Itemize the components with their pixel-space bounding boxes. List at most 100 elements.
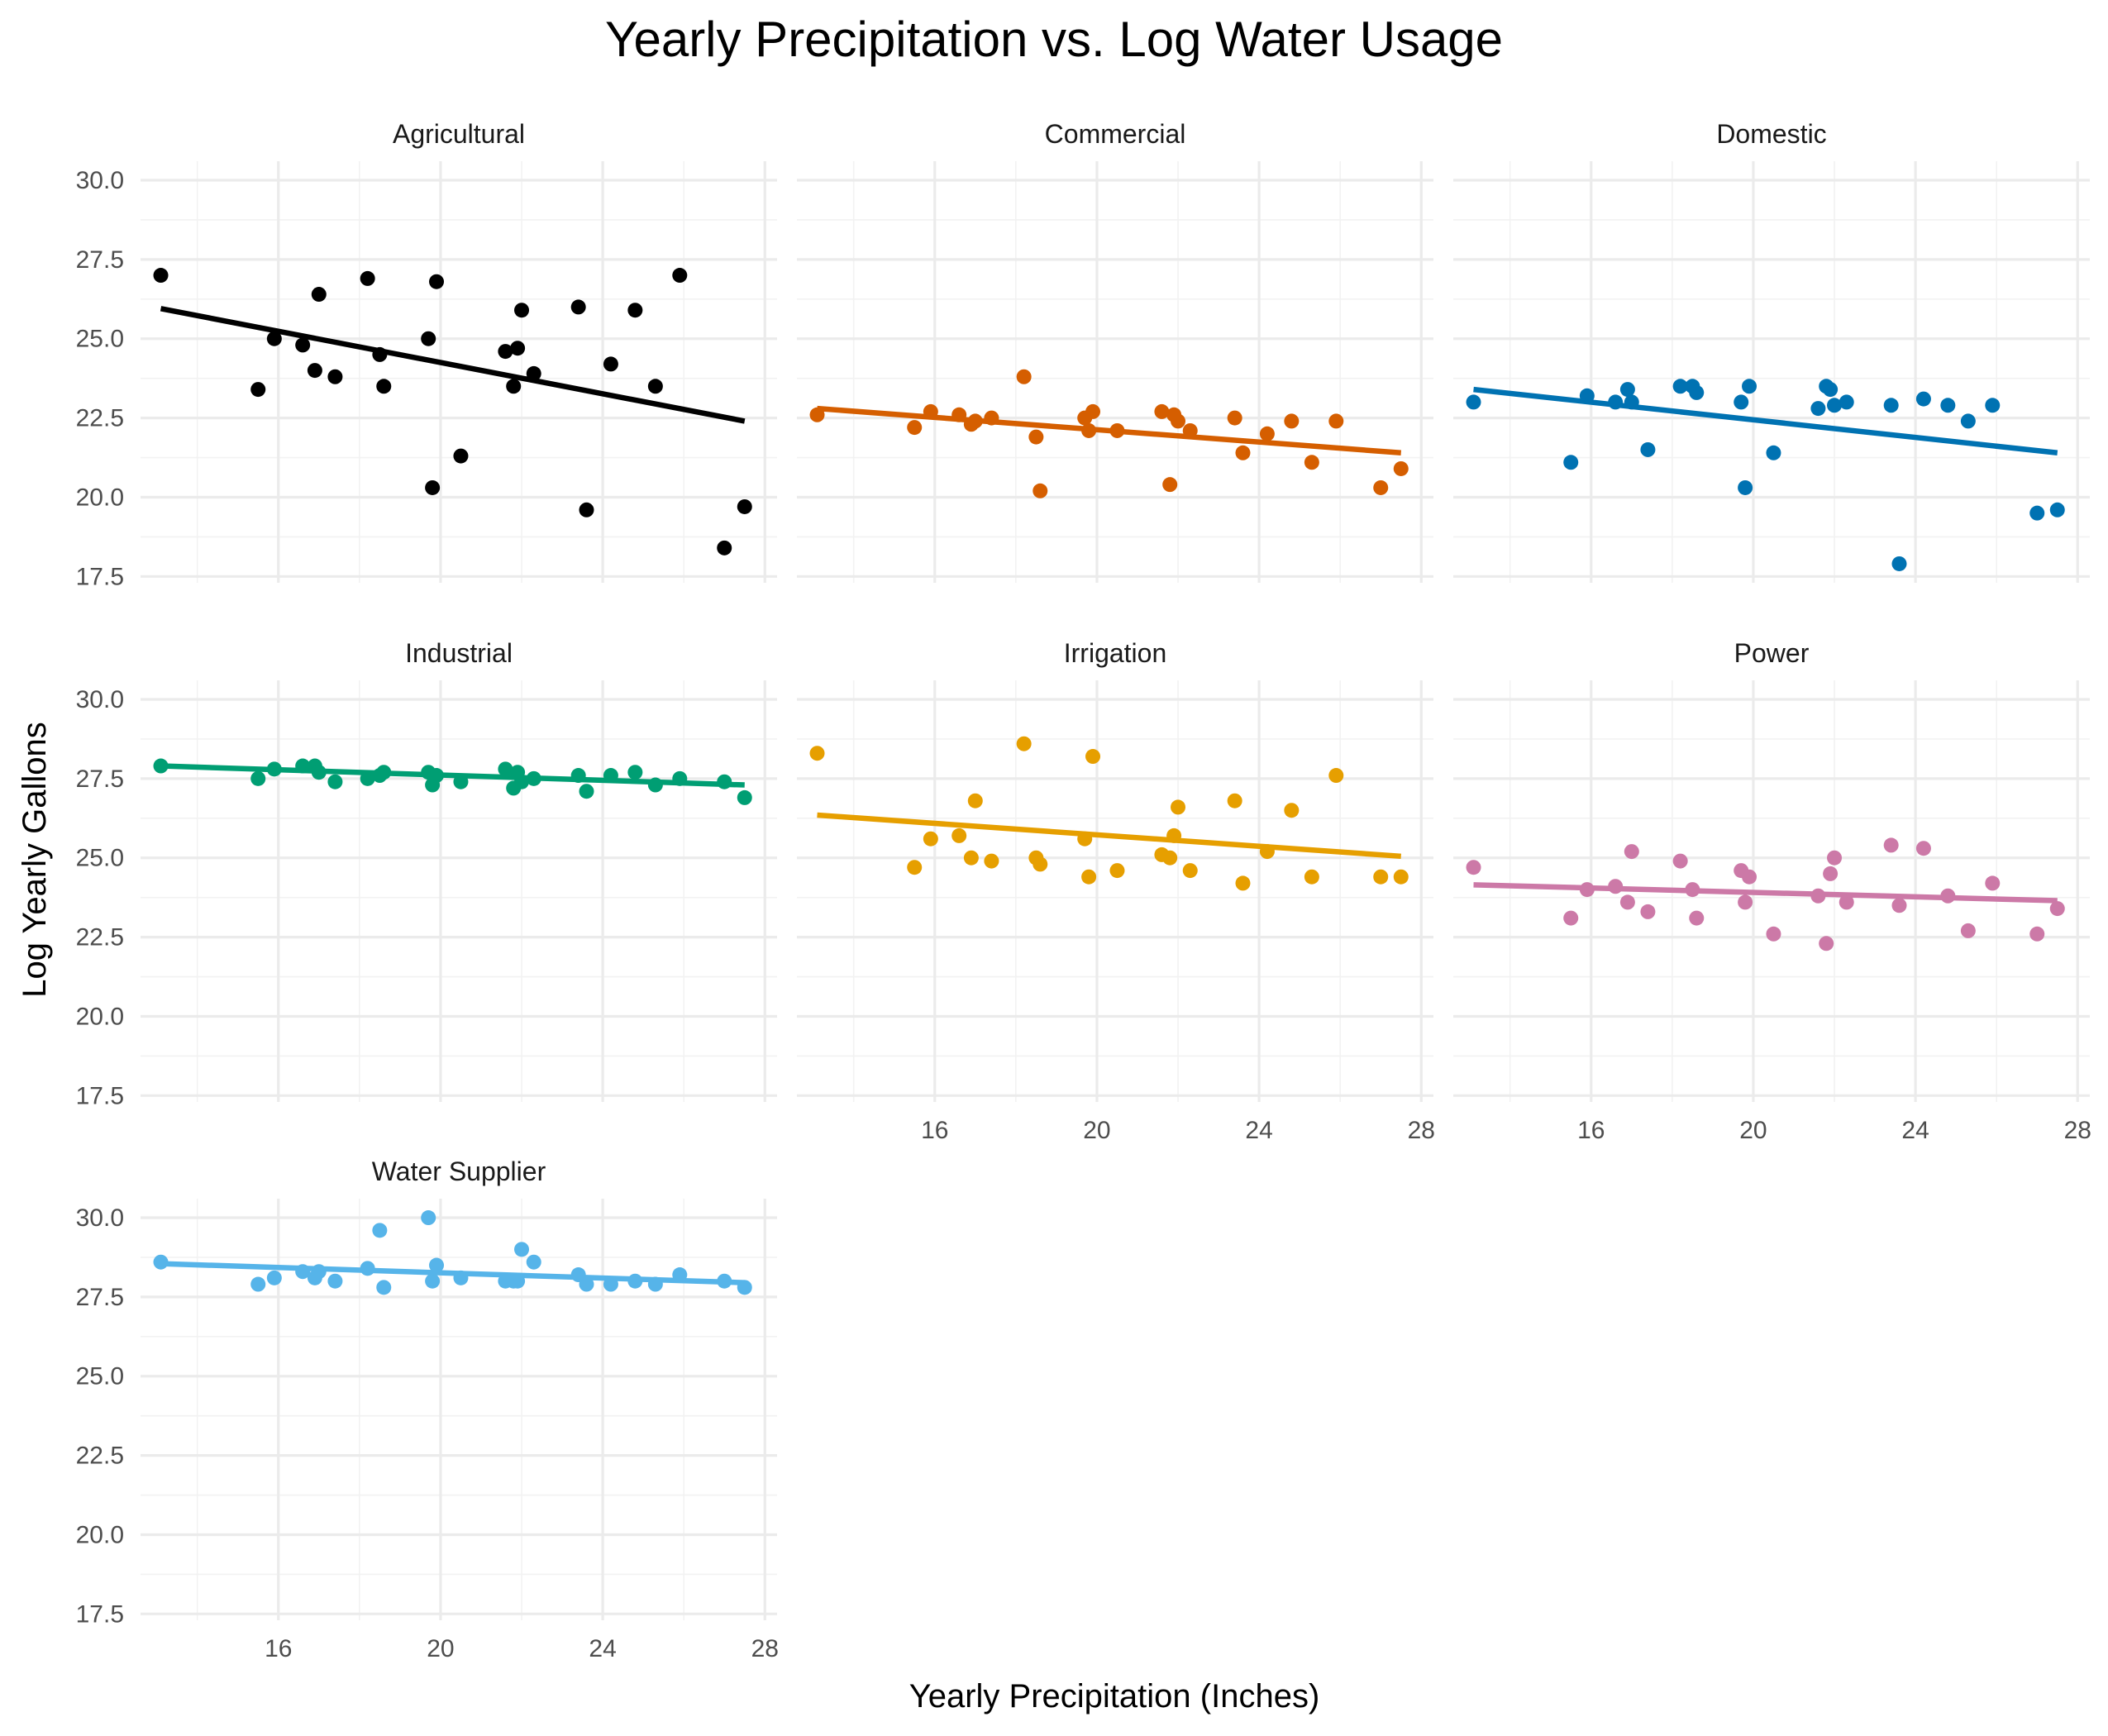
data-point (579, 784, 594, 799)
data-point (1466, 394, 1481, 410)
data-point (1373, 869, 1389, 885)
data-point (1563, 455, 1579, 470)
panel-commercial: Commercial (797, 119, 1433, 583)
data-point (425, 1273, 441, 1289)
x-tick-label: 16 (265, 1635, 292, 1662)
data-point (498, 761, 513, 777)
data-point (1689, 384, 1705, 400)
data-point (1689, 910, 1705, 926)
data-point (672, 268, 688, 284)
x-tick-label: 28 (2064, 1117, 2091, 1144)
data-point (1081, 869, 1097, 885)
facet-label: Power (1734, 638, 1810, 668)
data-point (250, 382, 266, 398)
data-point (1766, 445, 1781, 460)
data-point (250, 1276, 266, 1292)
data-point (1284, 803, 1300, 818)
data-point (307, 363, 322, 379)
data-point (1839, 394, 1854, 410)
y-tick-label: 22.5 (76, 405, 124, 432)
x-tick-label: 20 (1739, 1117, 1767, 1144)
data-point (1393, 869, 1409, 885)
data-point (1883, 398, 1899, 413)
y-tick-label: 20.0 (76, 484, 124, 511)
data-point (1810, 401, 1826, 417)
data-point (627, 303, 643, 318)
data-point (1235, 875, 1251, 891)
chart-title: Yearly Precipitation vs. Log Water Usage (605, 12, 1503, 67)
data-point (453, 448, 469, 464)
data-point (1738, 479, 1753, 495)
y-tick-label: 25.0 (76, 326, 124, 353)
data-point (1393, 460, 1409, 476)
data-point (1672, 379, 1688, 394)
data-point (923, 831, 938, 847)
x-tick-label: 24 (589, 1635, 616, 1662)
data-point (1016, 736, 1032, 751)
data-point (1672, 853, 1688, 869)
data-point (266, 331, 282, 346)
data-point (2049, 502, 2065, 517)
panel-agricultural: Agricultural 17.5 20.0 22.5 25.0 27.5 30.0 (76, 119, 777, 590)
data-point (327, 1273, 343, 1289)
data-point (907, 420, 923, 436)
data-point (1162, 477, 1178, 493)
data-point (1328, 413, 1344, 429)
panel-power: Power 16 20 24 28 (1453, 638, 2091, 1144)
data-point (1985, 875, 2001, 891)
data-point (1328, 768, 1344, 784)
y-tick-label: 25.0 (76, 1363, 124, 1390)
data-point (327, 369, 343, 384)
data-point (1162, 850, 1178, 866)
facet-label: Agricultural (393, 119, 525, 149)
panel-water-supplier: Water Supplier 17.5 20.0 22.5 25.0 27.5 30.0 16… (76, 1157, 779, 1662)
data-point (1109, 863, 1125, 879)
trend-line (160, 763, 745, 788)
data-point (376, 1280, 392, 1295)
data-point (1227, 793, 1242, 808)
data-point (1466, 860, 1481, 875)
data-point (1182, 863, 1198, 879)
data-point (1823, 866, 1839, 881)
y-tick-label: 27.5 (76, 1284, 124, 1311)
data-point (429, 1257, 445, 1273)
y-tick-label: 17.5 (76, 1082, 124, 1109)
x-tick-label: 24 (1245, 1117, 1272, 1144)
data-point (514, 303, 530, 318)
data-point (1883, 837, 1899, 853)
data-point (1033, 856, 1048, 872)
data-point (647, 379, 663, 394)
data-point (1640, 441, 1656, 457)
data-point (1960, 413, 1976, 429)
trend-line (160, 306, 746, 424)
data-point (1619, 894, 1635, 910)
x-tick-label: 16 (921, 1117, 948, 1144)
data-point (372, 1223, 388, 1238)
data-point (1373, 479, 1389, 495)
data-point (1085, 749, 1101, 765)
facet-label: Irrigation (1064, 638, 1167, 668)
facet-label: Domestic (1716, 119, 1826, 149)
data-point (1028, 429, 1044, 445)
data-point (1171, 413, 1186, 429)
data-point (510, 341, 526, 356)
trend-line (817, 812, 1401, 860)
y-tick-label: 20.0 (76, 1521, 124, 1548)
x-tick-label: 28 (1408, 1117, 1435, 1144)
data-point (1742, 379, 1757, 394)
data-point (1823, 382, 1839, 398)
data-point (951, 827, 967, 843)
data-point (1915, 841, 1931, 856)
trend-line (160, 1261, 745, 1285)
data-point (376, 379, 392, 394)
data-point (1985, 398, 2001, 413)
data-point (266, 1270, 282, 1285)
y-tick-label: 30.0 (76, 167, 124, 194)
x-tick-label: 20 (1083, 1117, 1110, 1144)
y-tick-label: 30.0 (76, 1204, 124, 1232)
data-point (963, 850, 979, 866)
data-point (579, 1276, 594, 1292)
x-tick-label: 20 (427, 1635, 454, 1662)
y-tick-label: 17.5 (76, 563, 124, 590)
